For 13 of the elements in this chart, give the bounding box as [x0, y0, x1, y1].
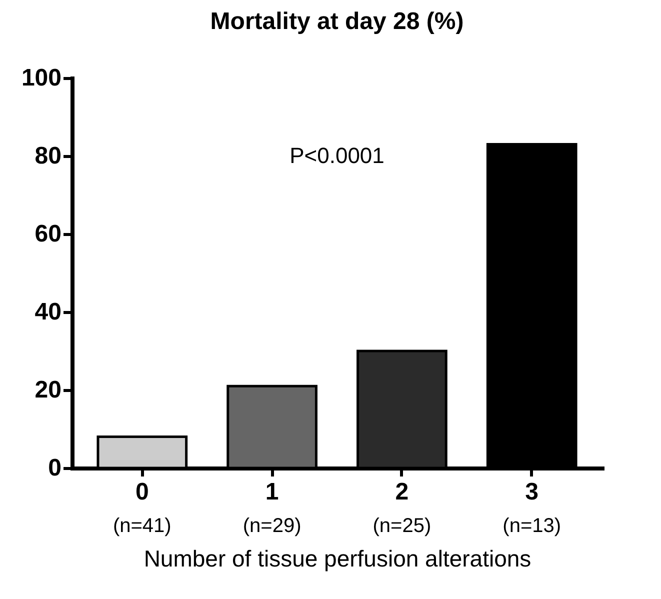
y-tick-label: 20 — [34, 376, 62, 404]
chart-title: Mortality at day 28 (%) — [210, 8, 464, 35]
category-label: 0 (n=41) — [112, 478, 172, 537]
annotation: P<0.0001 — [290, 143, 384, 168]
y-tick-label: 60 — [34, 220, 62, 248]
category-label: 2 (n=25) — [372, 478, 432, 537]
category-label: 3 (n=13) — [502, 478, 562, 537]
y-tick-label: 0 — [48, 454, 62, 482]
y-tick-label: 100 — [21, 64, 62, 92]
y-tick-label: 80 — [34, 142, 62, 170]
category-label: 1 (n=29) — [242, 478, 302, 537]
y-tick-label: 40 — [34, 298, 62, 326]
x-axis-title: Number of tissue perfusion alterations — [144, 546, 532, 572]
